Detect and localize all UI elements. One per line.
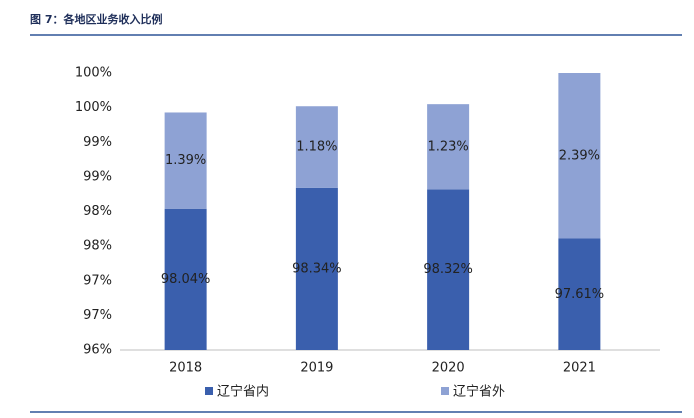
legend-label: 辽宁省外 [453, 384, 505, 400]
data-label: 98.32% [423, 262, 473, 277]
data-label: 1.18% [296, 140, 337, 155]
chart-title: 图 7：各地区业务收入比例 [30, 12, 162, 26]
y-tick-label: 99% [83, 169, 112, 184]
legend-swatch [205, 387, 213, 395]
bar-segment [427, 104, 470, 190]
x-tick-label: 2018 [169, 361, 202, 376]
data-label: 98.04% [161, 272, 211, 287]
y-tick-label: 98% [83, 239, 112, 254]
bar-segment [558, 73, 601, 239]
legend-label: 辽宁省内 [217, 384, 269, 400]
bar-segment [427, 189, 470, 350]
x-tick-label: 2020 [432, 361, 465, 376]
y-tick-label: 96% [83, 343, 112, 358]
bar-segment [295, 106, 338, 188]
y-tick-label: 99% [83, 135, 112, 150]
x-tick-label: 2021 [563, 361, 596, 376]
bar-segment [164, 208, 207, 350]
data-label: 1.39% [165, 153, 206, 168]
bar-segment [164, 112, 207, 209]
x-tick-label: 2019 [300, 361, 333, 376]
y-tick-label: 100% [75, 100, 112, 115]
y-tick-label: 97% [83, 273, 112, 288]
y-tick-label: 100% [75, 66, 112, 81]
bar-segment [295, 187, 338, 350]
data-label: 97.61% [555, 287, 605, 302]
data-label: 1.23% [427, 139, 468, 154]
bar-segment [558, 238, 601, 350]
y-tick-label: 97% [83, 308, 112, 323]
data-label: 2.39% [559, 148, 600, 163]
data-label: 98.34% [292, 261, 342, 276]
legend-swatch [441, 387, 449, 395]
y-tick-label: 98% [83, 204, 112, 219]
